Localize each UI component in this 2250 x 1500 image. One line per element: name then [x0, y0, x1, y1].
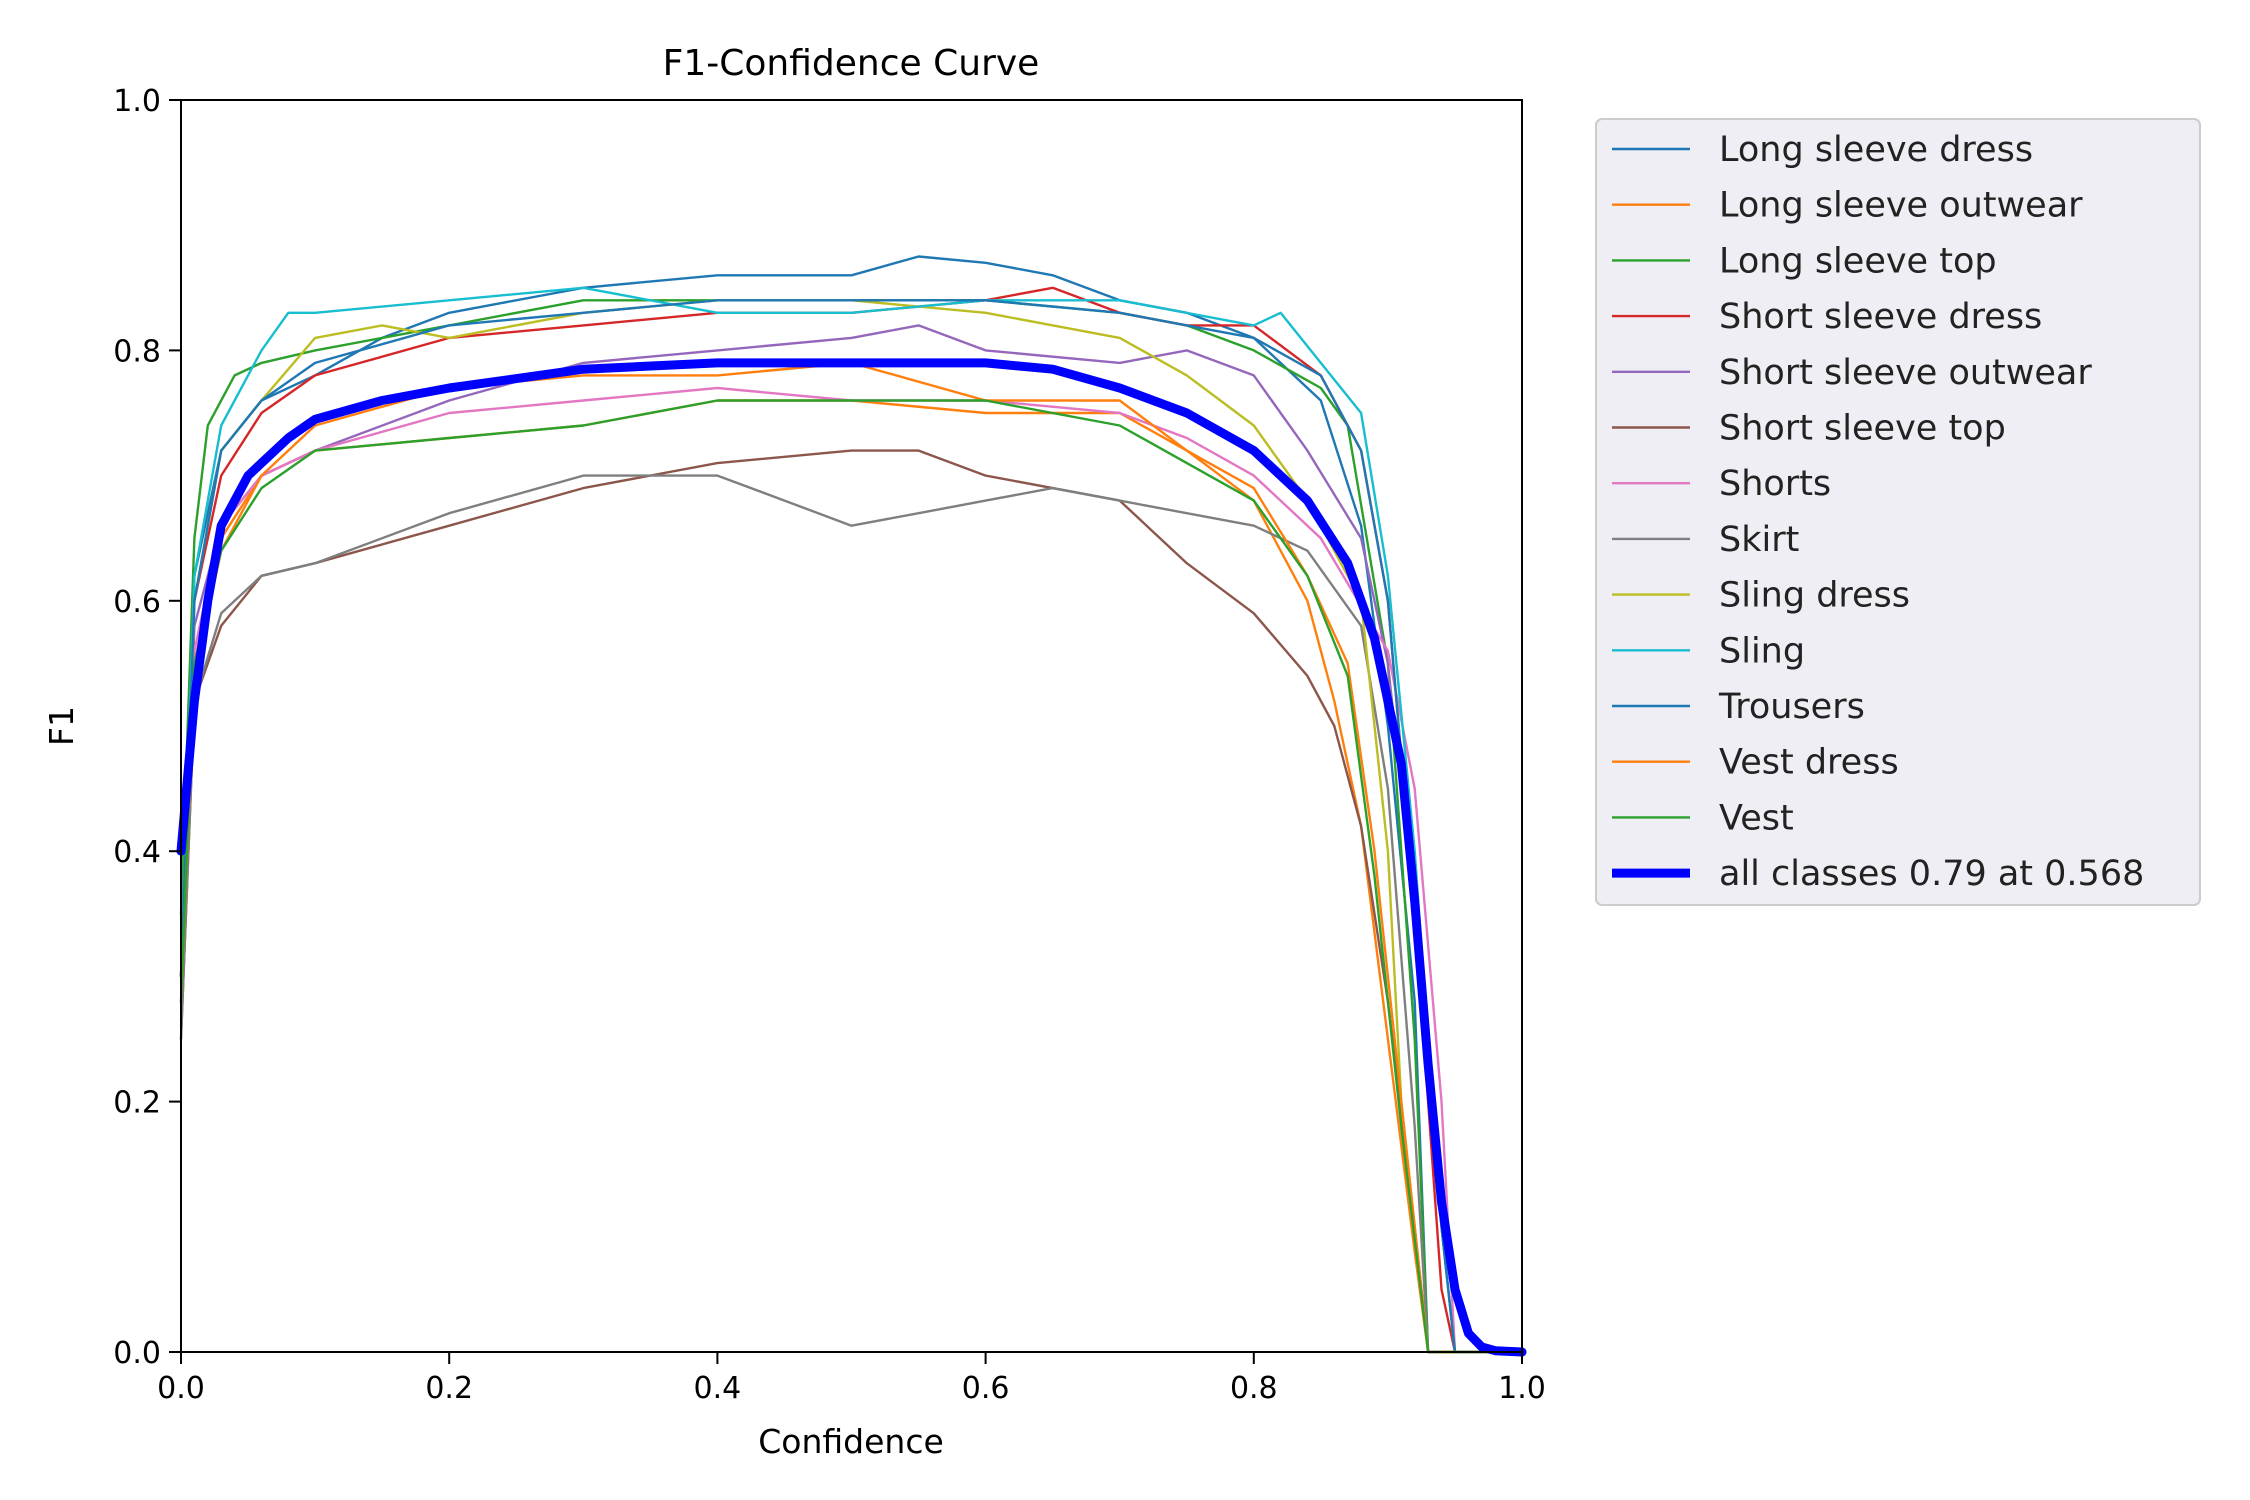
legend-label: Short sleeve top — [1719, 409, 2006, 449]
series-line-0 — [179, 255, 1524, 1354]
x-tick-label: 1.0 — [1498, 1371, 1546, 1406]
legend-label: Vest — [1719, 798, 1794, 838]
y-axis-label: F1 — [42, 706, 81, 746]
x-tick-label: 0.0 — [157, 1371, 205, 1406]
x-tick-label: 0.2 — [425, 1371, 473, 1406]
series-line-11 — [179, 361, 1524, 1354]
y-tick-label: 0.4 — [113, 835, 161, 870]
legend-label: Long sleeve top — [1719, 241, 1997, 281]
x-tick-label: 0.4 — [694, 1371, 742, 1406]
legend-box — [1595, 118, 2201, 906]
legend-label: Short sleeve dress — [1719, 297, 2042, 337]
legend-label: Long sleeve dress — [1719, 130, 2033, 170]
legend-label: Long sleeve outwear — [1719, 186, 2083, 226]
legend-label: Short sleeve outwear — [1719, 353, 2092, 393]
legend-label: all classes 0.79 at 0.568 — [1719, 854, 2144, 894]
legend-label: Sling — [1719, 631, 1805, 671]
legend-label: Skirt — [1719, 520, 1799, 560]
y-tick-label: 0.2 — [113, 1086, 161, 1121]
series-line-13 — [176, 358, 1527, 1357]
y-tick-label: 0.8 — [113, 334, 161, 369]
series-line-2 — [179, 299, 1524, 1354]
series-line-5 — [179, 449, 1524, 1354]
y-axis-ticks: 0.0 0.2 0.4 0.6 0.8 1.0 — [113, 84, 181, 1371]
x-tick-label: 0.6 — [962, 1371, 1010, 1406]
y-tick-label: 1.0 — [113, 84, 161, 119]
legend-label: Sling dress — [1719, 576, 1910, 616]
x-axis-ticks: 0.0 0.2 0.4 0.6 0.8 1.0 — [157, 1352, 1546, 1406]
x-tick-label: 0.8 — [1230, 1371, 1278, 1406]
legend-label: Shorts — [1719, 464, 1831, 504]
legend: Long sleeve dress Long sleeve outwear Long… — [1595, 118, 2201, 906]
series-line-3 — [179, 286, 1524, 1354]
series-line-7 — [179, 474, 1524, 1354]
series-line-10 — [179, 299, 1524, 1354]
x-axis-label: Confidence — [758, 1422, 944, 1461]
legend-label: Vest dress — [1719, 743, 1899, 783]
y-tick-label: 0.6 — [113, 585, 161, 620]
series-line-12 — [179, 399, 1524, 1354]
chart-title: F1-Confidence Curve — [663, 43, 1040, 84]
plot-series — [176, 255, 1527, 1357]
plot-frame — [180, 99, 1523, 1353]
series-line-8 — [179, 299, 1524, 1354]
series-line-4 — [179, 324, 1524, 1354]
series-line-9 — [179, 286, 1524, 1354]
series-line-6 — [179, 386, 1524, 1354]
y-tick-label: 0.0 — [113, 1336, 161, 1371]
legend-label: Trousers — [1718, 687, 1865, 727]
